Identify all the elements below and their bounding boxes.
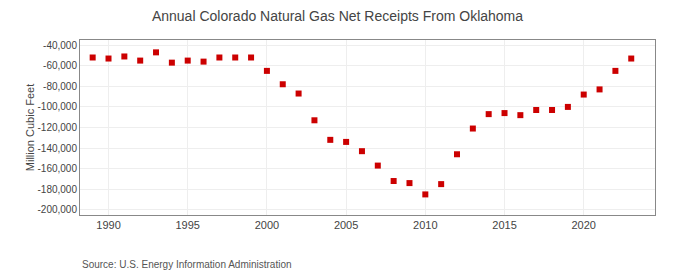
svg-text:-200,000: -200,000 — [38, 204, 78, 215]
svg-text:-140,000: -140,000 — [38, 143, 78, 154]
svg-text:1995: 1995 — [175, 219, 199, 231]
svg-text:2020: 2020 — [571, 219, 595, 231]
svg-text:2000: 2000 — [255, 219, 279, 231]
svg-text:-160,000: -160,000 — [38, 163, 78, 174]
svg-text:Source: U.S. Energy Informatio: Source: U.S. Energy Information Administ… — [82, 259, 292, 270]
svg-text:-80,000: -80,000 — [43, 81, 77, 92]
svg-text:-120,000: -120,000 — [38, 122, 78, 133]
svg-text:-40,000: -40,000 — [43, 40, 77, 51]
svg-text:-100,000: -100,000 — [38, 101, 78, 112]
svg-text:-180,000: -180,000 — [38, 184, 78, 195]
svg-text:2010: 2010 — [413, 219, 437, 231]
svg-text:-60,000: -60,000 — [43, 60, 77, 71]
svg-text:Annual Colorado Natural Gas Ne: Annual Colorado Natural Gas Net Receipts… — [152, 8, 523, 24]
svg-text:Million Cubic Feet: Million Cubic Feet — [24, 84, 36, 171]
svg-text:1990: 1990 — [96, 219, 120, 231]
svg-text:2005: 2005 — [334, 219, 358, 231]
svg-text:2015: 2015 — [492, 219, 516, 231]
